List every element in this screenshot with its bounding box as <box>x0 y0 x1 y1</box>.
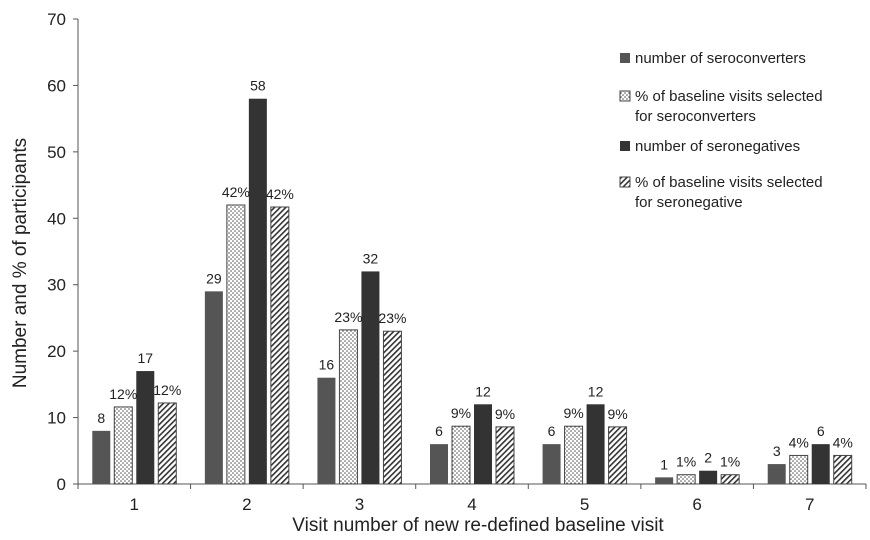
legend-swatch <box>620 141 630 151</box>
data-label: 8 <box>97 410 105 426</box>
x-tick-label: 3 <box>355 495 364 514</box>
bars <box>92 98 853 485</box>
bar <box>833 454 853 485</box>
bar <box>338 329 358 485</box>
data-label: 2 <box>704 450 712 466</box>
data-label: 58 <box>250 78 266 94</box>
legend-label: % of baseline visits selected <box>635 88 823 105</box>
legend-swatch <box>619 176 631 188</box>
data-label: 9% <box>607 406 627 422</box>
data-label: 1 <box>660 456 668 472</box>
y-tick-label: 10 <box>47 409 66 428</box>
data-label: 6 <box>548 423 556 439</box>
data-label: 29 <box>206 270 222 286</box>
data-label: 12% <box>153 382 181 398</box>
data-label: 16 <box>319 357 335 373</box>
data-label: 42% <box>222 184 250 200</box>
bar <box>382 330 402 485</box>
bar <box>430 444 448 484</box>
x-tick-label: 1 <box>130 495 139 514</box>
data-label: 6 <box>435 423 443 439</box>
bar <box>92 430 111 484</box>
legend-swatch <box>620 53 630 63</box>
y-tick-label: 30 <box>47 276 66 295</box>
data-label: 9% <box>563 405 583 421</box>
bar <box>317 377 336 484</box>
data-label: 6 <box>817 423 825 439</box>
data-label: 42% <box>266 186 294 202</box>
bar <box>495 426 515 485</box>
bar <box>564 425 584 485</box>
bar <box>248 98 267 484</box>
x-axis-title: Visit number of new re-defined baseline … <box>292 515 664 536</box>
legend: number of seroconverters % of baseline vi… <box>619 50 823 211</box>
data-labels: 8 29 16 6 6 1 3 12% 42% 23% 9% 9% 1% 4% 17 58 32 12 12 2 6 12… <box>97 78 852 473</box>
x-tick-label: 5 <box>580 495 589 514</box>
y-tick-label: 40 <box>47 209 66 228</box>
bar <box>270 206 290 485</box>
data-label: 12% <box>109 386 137 402</box>
bar <box>789 454 809 485</box>
x-tick-label: 7 <box>805 495 814 514</box>
bar <box>542 444 561 484</box>
legend-label: number of seronegatives <box>635 138 800 155</box>
bar <box>720 474 740 485</box>
legend-label: number of seroconverters <box>635 50 806 67</box>
bar <box>136 371 155 484</box>
data-label: 4% <box>833 434 853 450</box>
data-label: 9% <box>451 405 471 421</box>
data-label: 32 <box>363 250 379 266</box>
bar <box>655 477 674 484</box>
bar <box>361 271 380 484</box>
bar <box>767 464 786 484</box>
bar <box>586 404 605 484</box>
data-label: 1% <box>676 454 696 470</box>
bar <box>811 444 830 484</box>
bar <box>226 204 246 485</box>
bar <box>113 406 133 485</box>
y-tick-label: 0 <box>57 475 66 494</box>
data-label: 3 <box>773 443 781 459</box>
legend-label: % of baseline visits selected <box>635 174 823 191</box>
legend-label: for seronegative <box>635 194 743 211</box>
data-label: 17 <box>137 350 153 366</box>
y-axis-title: Number and % of participants <box>10 138 31 388</box>
x-tick-label: 6 <box>692 495 701 514</box>
data-label: 12 <box>588 383 604 399</box>
data-label: 23% <box>378 310 406 326</box>
data-label: 9% <box>495 406 515 422</box>
y-tick-label: 60 <box>47 76 66 95</box>
bar <box>451 425 471 485</box>
data-label: 12 <box>475 383 491 399</box>
bar <box>204 291 223 484</box>
bar <box>699 470 718 484</box>
data-label: 1% <box>720 454 740 470</box>
bar <box>608 426 628 485</box>
y-tick-label: 50 <box>47 143 66 162</box>
y-tick-label: 20 <box>47 342 66 361</box>
x-tick-label: 2 <box>242 495 251 514</box>
bar <box>157 402 177 485</box>
legend-label: for seroconverters <box>635 108 756 125</box>
bar <box>474 404 492 484</box>
legend-swatch <box>619 90 631 102</box>
x-tick-label: 4 <box>467 495 476 514</box>
bar <box>676 474 696 485</box>
data-label: 4% <box>789 434 809 450</box>
data-label: 23% <box>334 309 362 325</box>
y-tick-label: 70 <box>47 10 66 29</box>
